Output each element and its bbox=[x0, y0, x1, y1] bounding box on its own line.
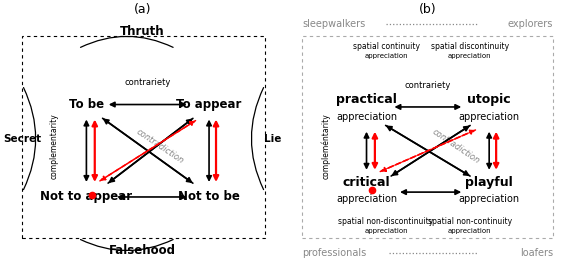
Text: explorers: explorers bbox=[508, 19, 553, 29]
Text: utopic: utopic bbox=[467, 93, 511, 106]
Text: To appear: To appear bbox=[176, 98, 242, 111]
Text: Falsehood: Falsehood bbox=[109, 244, 176, 257]
Text: appreciation: appreciation bbox=[364, 53, 408, 59]
Text: complementarity: complementarity bbox=[50, 113, 59, 179]
Text: loafers: loafers bbox=[520, 248, 553, 258]
Text: spatial non-continuity: spatial non-continuity bbox=[428, 217, 512, 226]
Text: appreciation: appreciation bbox=[336, 194, 397, 204]
Text: spatial discontinuity: spatial discontinuity bbox=[430, 42, 508, 51]
Text: appreciation: appreciation bbox=[336, 112, 397, 122]
Text: practical: practical bbox=[336, 93, 397, 106]
Text: contrariety: contrariety bbox=[405, 80, 451, 90]
Text: Secret: Secret bbox=[3, 134, 41, 144]
Text: appreciation: appreciation bbox=[459, 194, 520, 204]
Title: (b): (b) bbox=[419, 3, 437, 16]
Text: sleepwalkers: sleepwalkers bbox=[303, 19, 366, 29]
Text: To be: To be bbox=[69, 98, 104, 111]
Text: Thruth: Thruth bbox=[120, 25, 165, 38]
Text: Not to appear: Not to appear bbox=[40, 190, 132, 204]
Text: spatial non-discontinuity: spatial non-discontinuity bbox=[339, 217, 434, 226]
Text: appreciation: appreciation bbox=[448, 228, 491, 234]
Text: contradiction: contradiction bbox=[430, 127, 481, 165]
Text: playful: playful bbox=[465, 176, 513, 189]
Text: Lie: Lie bbox=[264, 134, 282, 144]
Text: appreciation: appreciation bbox=[459, 112, 520, 122]
Text: appreciation: appreciation bbox=[448, 53, 491, 59]
Text: spatial continuity: spatial continuity bbox=[352, 42, 420, 51]
Text: professionals: professionals bbox=[303, 248, 367, 258]
Title: (a): (a) bbox=[133, 3, 151, 16]
Bar bbox=[303, 36, 553, 238]
Text: appreciation: appreciation bbox=[364, 228, 408, 234]
Text: contradiction: contradiction bbox=[135, 127, 186, 165]
Bar bbox=[22, 36, 265, 238]
Text: contrariety: contrariety bbox=[124, 78, 171, 87]
Text: Not to be: Not to be bbox=[178, 190, 240, 204]
Text: critical: critical bbox=[343, 176, 390, 189]
Text: compleméntarity: compleméntarity bbox=[321, 113, 331, 179]
